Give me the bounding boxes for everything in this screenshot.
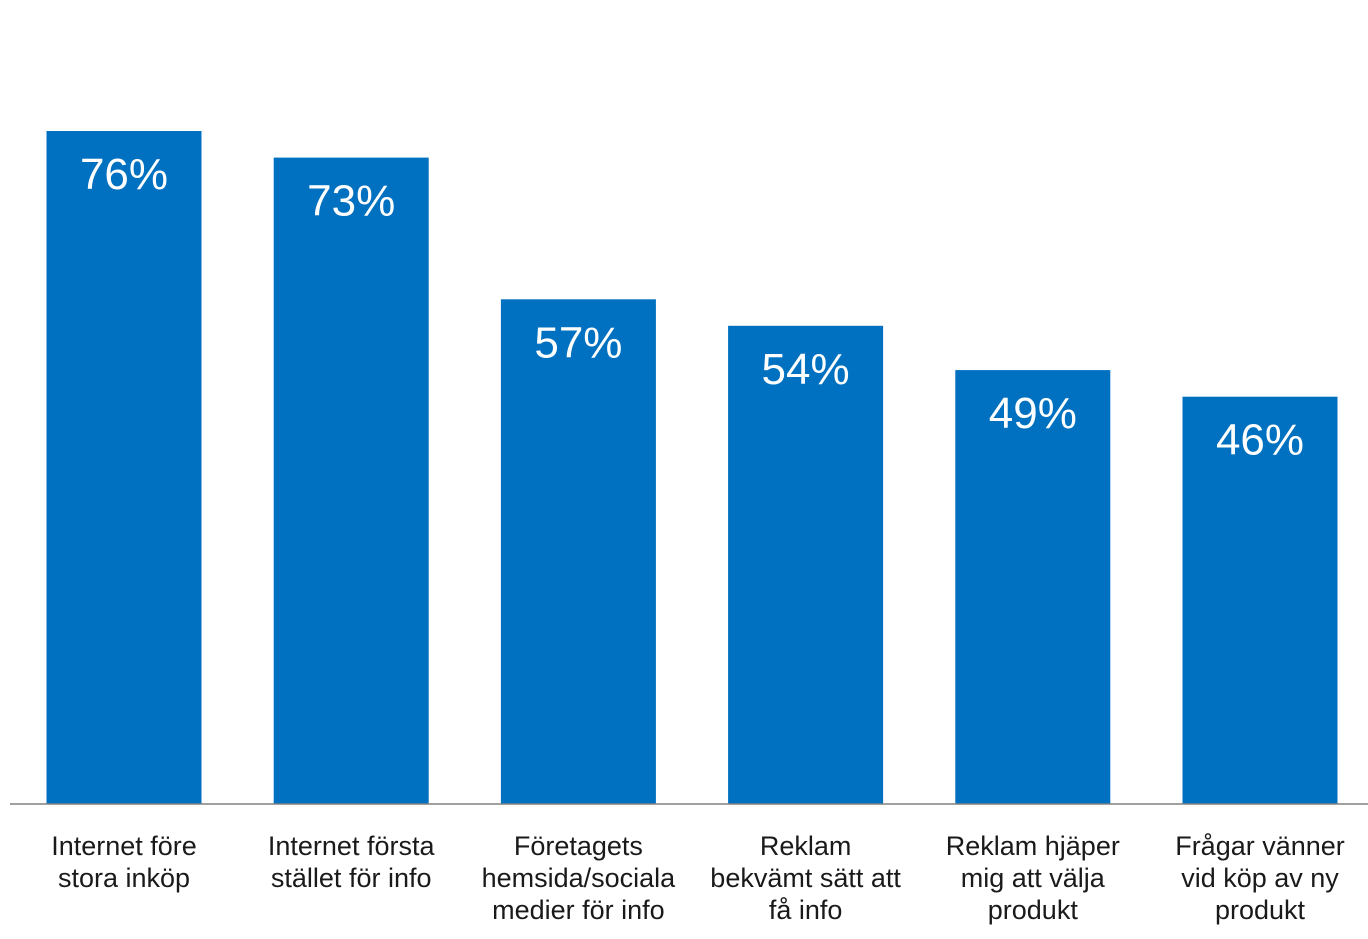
bar <box>273 157 429 805</box>
category-label-line: medier för info <box>492 895 665 925</box>
category-label-line: få info <box>769 895 843 925</box>
bar <box>1182 396 1338 804</box>
category-label-line: Företagets <box>514 831 643 861</box>
category-label-line: stora inköp <box>58 863 190 893</box>
bars-group: 76% 73% 57% 54% 49% 46% <box>46 131 1338 805</box>
category-label-line: Frågar vänner <box>1175 831 1345 861</box>
bar <box>728 325 884 804</box>
bar-value-label: 57% <box>534 318 622 367</box>
category-label-line: mig att välja <box>961 863 1106 893</box>
category-label-line: produkt <box>1215 895 1306 925</box>
category-label-line: Internet före <box>51 831 197 861</box>
bar <box>955 370 1111 804</box>
category-label-line: produkt <box>988 895 1079 925</box>
bar-value-label: 46% <box>1216 416 1304 465</box>
category-label-line: Internet första <box>268 831 436 861</box>
bar-value-label: 76% <box>80 150 168 199</box>
category-label-line: bekvämt sätt att <box>710 863 901 893</box>
category-label-line: stället för info <box>271 863 432 893</box>
bar <box>46 131 202 804</box>
bar-value-label: 54% <box>762 345 850 394</box>
category-label-line: Reklam hjäper <box>946 831 1120 861</box>
category-label-line: Reklam <box>760 831 852 861</box>
category-label-line: vid köp av ny <box>1181 863 1339 893</box>
bar-value-label: 49% <box>989 389 1077 438</box>
category-label-line: hemsida/sociala <box>482 863 677 893</box>
bar <box>500 299 656 804</box>
bar-value-label: 73% <box>307 177 395 226</box>
